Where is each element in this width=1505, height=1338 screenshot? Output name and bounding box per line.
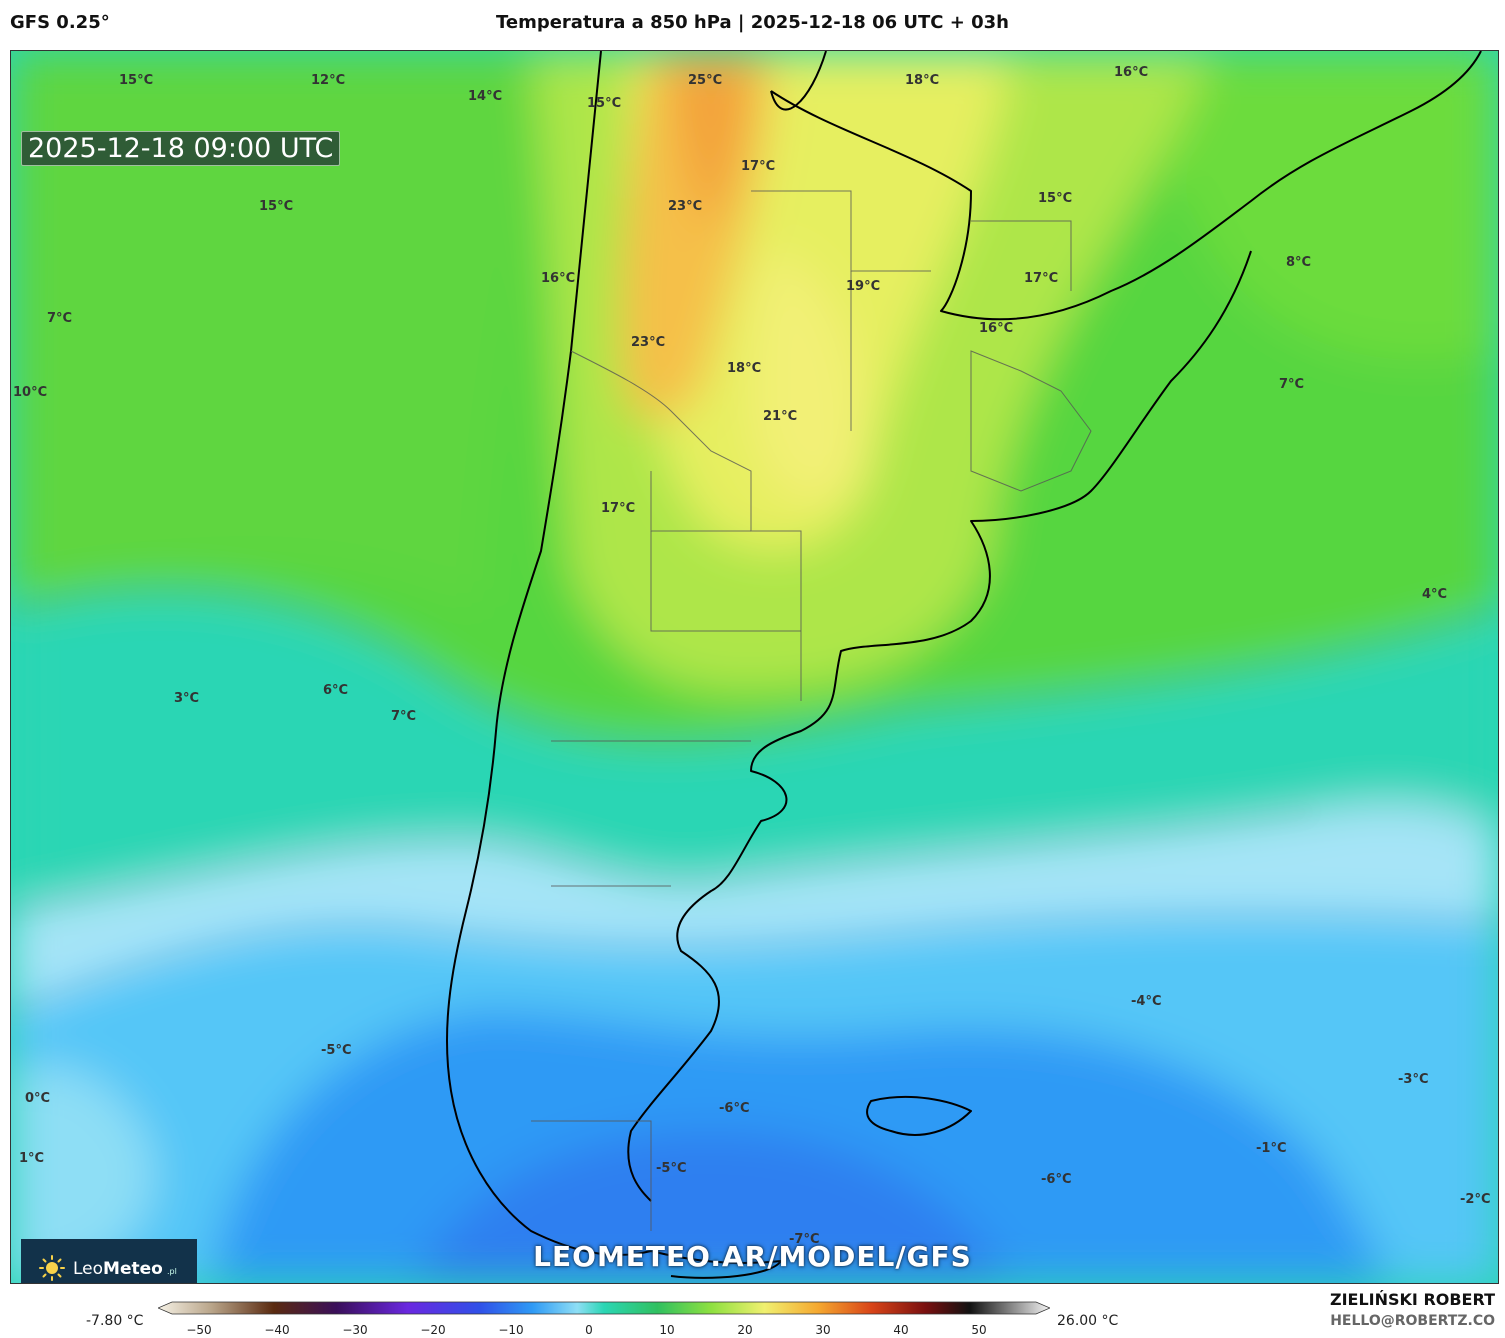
temperature-label: 3°C (174, 691, 200, 706)
author-email: HELLO@ROBERTZ.CO (1330, 1313, 1495, 1329)
logo-suffix: .pl (167, 1267, 177, 1276)
temperature-label: 21°C (763, 409, 798, 424)
temperature-label: -5°C (656, 1161, 687, 1176)
coastline (445, 51, 1482, 1279)
leometeo-logo: LeoMeteo .pl (21, 1239, 197, 1283)
temperature-label: -1°C (1256, 1141, 1287, 1156)
colorbar-tick-label: −30 (342, 1323, 368, 1337)
temperature-label: 15°C (1038, 191, 1073, 206)
temperature-label: 25°C (688, 73, 723, 88)
temperature-label: 10°C (13, 385, 48, 400)
colorbar (156, 1300, 1052, 1315)
colorbar-tick-label: 0 (585, 1323, 593, 1337)
temperature-label: -2°C (1460, 1192, 1491, 1207)
map-canvas (11, 51, 1498, 1283)
colorbar-min-label: -7.80 °C (86, 1313, 144, 1329)
temperature-label: -6°C (1041, 1172, 1072, 1187)
author-name: ZIELIŃSKI ROBERT (1329, 1290, 1495, 1309)
temperature-label: 16°C (979, 321, 1014, 336)
colorbar-tick-label: 10 (659, 1323, 675, 1337)
temperature-label: -4°C (1131, 994, 1162, 1009)
temperature-label: 18°C (727, 361, 762, 376)
colorbar-tick-label: −40 (264, 1323, 290, 1337)
temperature-label: 7°C (391, 709, 417, 724)
sun-icon (39, 1255, 65, 1281)
temperature-label: 16°C (1114, 65, 1149, 80)
temperature-label: 15°C (259, 199, 294, 214)
temperature-label: 14°C (468, 89, 503, 104)
temperature-label: 16°C (541, 271, 576, 286)
temperature-label: 23°C (631, 335, 666, 350)
map-title: Temperatura a 850 hPa | 2025-12-18 06 UT… (495, 12, 1009, 33)
temperature-label: 23°C (668, 199, 703, 214)
temperature-label: 15°C (587, 96, 622, 111)
model-name: GFS 0.25° (10, 12, 110, 33)
temperature-label: 17°C (1024, 271, 1059, 286)
temperature-label: 19°C (846, 279, 881, 294)
temperature-label: -5°C (321, 1043, 352, 1058)
colorbar-tick-label: −10 (498, 1323, 524, 1337)
temperature-label: 15°C (119, 73, 154, 88)
temperature-label: 12°C (311, 73, 346, 88)
temperature-label: 1°C (19, 1151, 45, 1166)
colorbar-tick-label: 50 (971, 1323, 987, 1337)
temperature-label: 8°C (1286, 255, 1312, 270)
colorbar-tick-label: 40 (893, 1323, 909, 1337)
temperature-label: 17°C (601, 501, 636, 516)
temperature-label: -3°C (1398, 1072, 1429, 1087)
temperature-field (11, 51, 1498, 1283)
colorbar-tick-label: 20 (737, 1323, 753, 1337)
temperature-label: 6°C (323, 683, 349, 698)
url-overlay: LEOMETEO.AR/MODEL/GFS (533, 1240, 972, 1273)
temperature-label: 17°C (741, 159, 776, 174)
colorbar-tick-label: −50 (186, 1323, 212, 1337)
borders (531, 190, 1092, 1231)
temperature-label: 0°C (25, 1091, 51, 1106)
valid-time-badge: 2025-12-18 09:00 UTC (21, 131, 341, 166)
colorbar-max-label: 26.00 °C (1057, 1313, 1119, 1329)
isotherms (11, 590, 1498, 1012)
colorbar-ramp (156, 1301, 1052, 1315)
colorbar-tick-label: −20 (420, 1323, 446, 1337)
temperature-label: 4°C (1422, 587, 1448, 602)
colorbar-tick-label: 30 (815, 1323, 831, 1337)
temperature-label: 7°C (1279, 377, 1305, 392)
logo-text-light: Leo (73, 1259, 104, 1279)
temperature-label: 7°C (47, 311, 73, 326)
temperature-label: -6°C (719, 1101, 750, 1116)
temperature-label: -7°C (789, 1232, 820, 1247)
logo-text-bold: Meteo (103, 1259, 163, 1279)
temperature-label: 18°C (905, 73, 940, 88)
temperature-map[interactable]: 15°C 12°C 14°C 15°C 25°C 18°C 16°C 17°C 15°C 23°C… (10, 50, 1499, 1284)
